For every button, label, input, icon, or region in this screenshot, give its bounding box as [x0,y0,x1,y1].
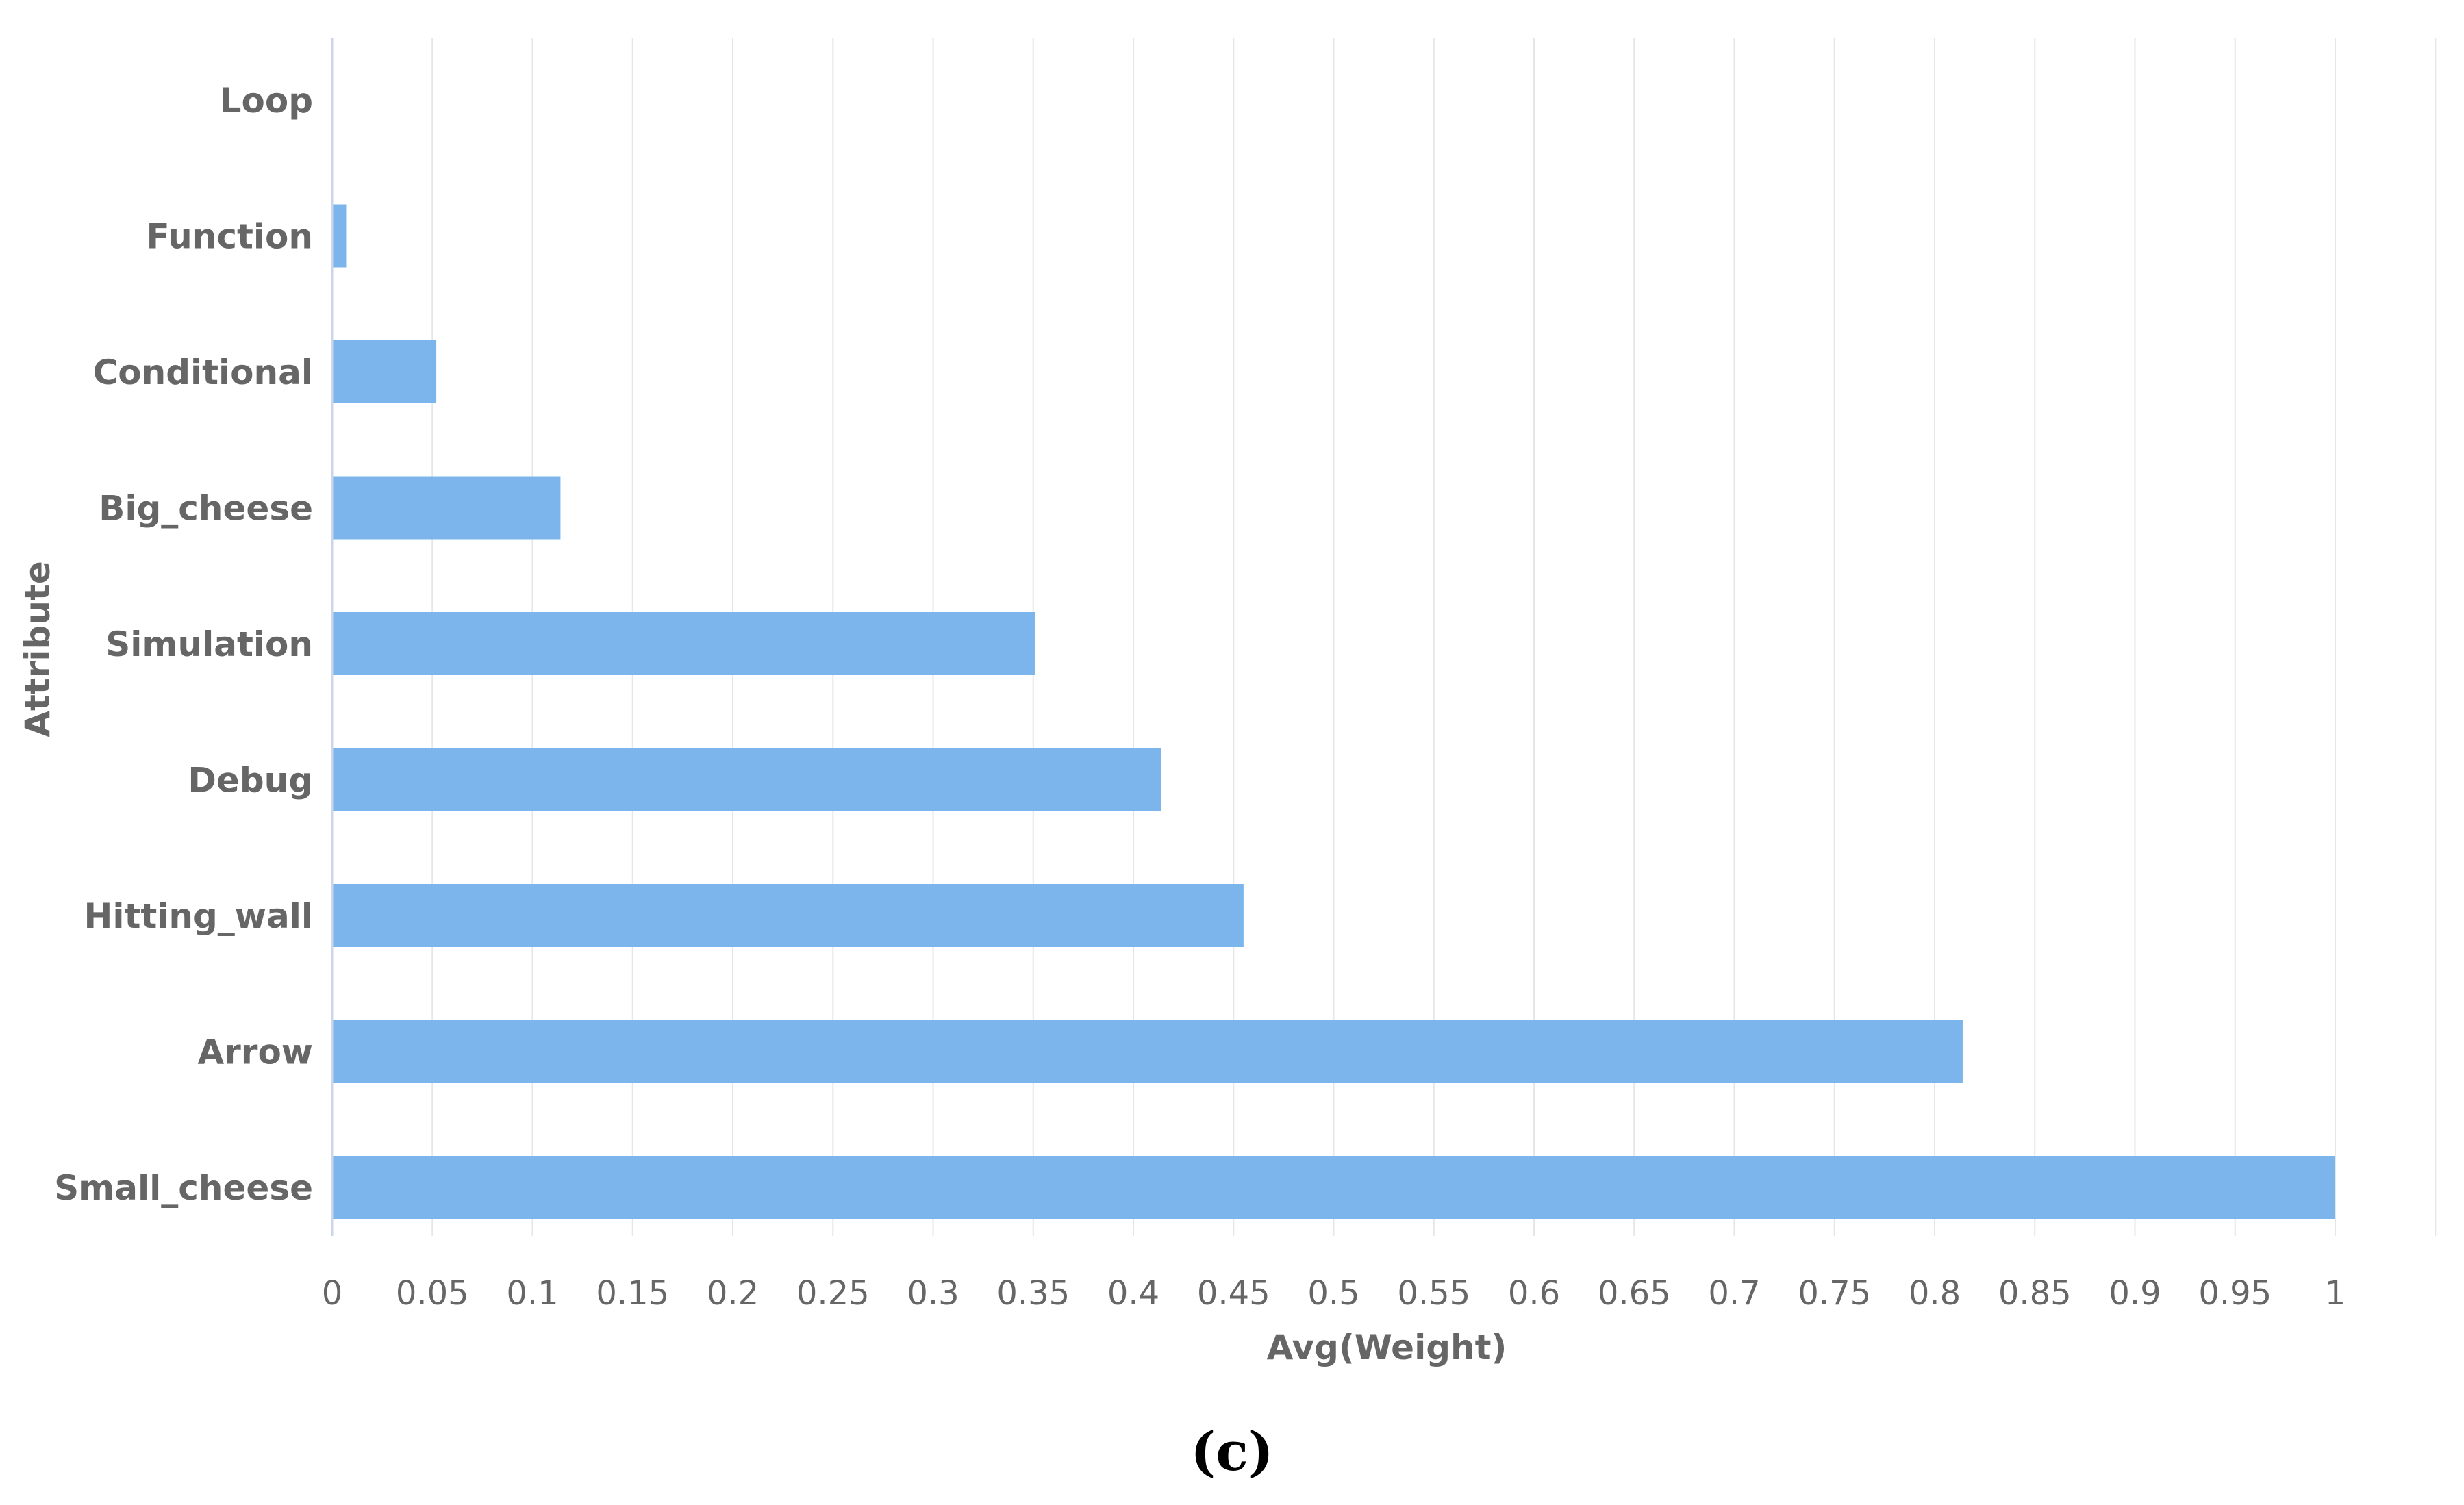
x-axis-title: Avg(Weight) [1267,1328,1507,1367]
bars [332,204,2335,1219]
bar-big-cheese [332,476,561,540]
category-label: Hitting_wall [84,896,313,936]
x-tick-label: 0.35 [996,1274,1070,1313]
bar-conditional [332,340,437,403]
x-tick-label: 0.7 [1708,1274,1760,1313]
y-category-labels: Loop Function Conditional Big_cheese Simulat… [54,81,313,1208]
x-tick-labels: 0 0.05 0.1 0.15 0.2 0.25 0.3 0.35 0.4 0.45 0.5 0.55… [322,1274,2346,1313]
x-tick-label: 0.4 [1107,1274,1159,1313]
x-tick-label: 0.95 [2198,1274,2272,1313]
category-label: Conditional [93,353,313,392]
category-label: Loop [220,81,313,121]
x-tick-label: 1 [2325,1274,2346,1313]
x-tick-label: 0.9 [2109,1274,2161,1313]
x-tick-label: 0.8 [1909,1274,1961,1313]
x-tick-label: 0.85 [1998,1274,2072,1313]
x-tick-label: 0.65 [1598,1274,1671,1313]
category-label: Small_cheese [54,1168,313,1208]
x-tick-label: 0.05 [396,1274,469,1313]
category-label: Simulation [105,624,313,664]
bar-small-cheese [332,1156,2335,1219]
x-tick-label: 0.3 [907,1274,959,1313]
x-tick-label: 0.55 [1397,1274,1470,1313]
category-label: Arrow [197,1033,313,1072]
category-label: Big_cheese [99,489,313,529]
bar-function [332,204,347,268]
x-tick-label: 0.45 [1197,1274,1270,1313]
x-tick-label: 0 [322,1274,343,1313]
bar-hitting-wall [332,884,1244,947]
category-label: Debug [188,761,313,800]
bar-arrow [332,1020,1963,1083]
x-tick-label: 0.5 [1307,1274,1359,1313]
x-tick-label: 0.2 [707,1274,759,1313]
x-tick-label: 0.6 [1508,1274,1560,1313]
x-tick-label: 0.25 [796,1274,870,1313]
y-axis-title: Attribute [18,561,58,737]
category-label: Function [147,217,313,257]
bar-simulation [332,612,1035,675]
x-tick-label: 0.1 [506,1274,558,1313]
x-tick-label: 0.75 [1798,1274,1871,1313]
bar-debug [332,748,1161,811]
x-tick-label: 0.15 [596,1274,669,1313]
figure-caption: (c) [1190,1421,1274,1483]
